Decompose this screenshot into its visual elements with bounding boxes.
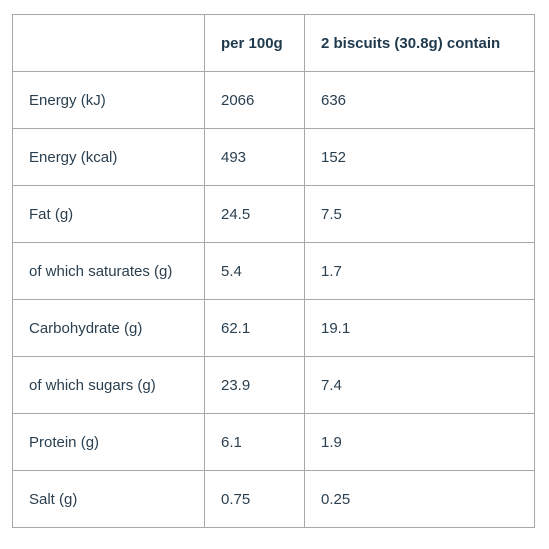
per-serving-value: 19.1 bbox=[304, 299, 535, 357]
per-serving-value: 0.25 bbox=[304, 470, 535, 528]
nutrition-table: per 100g 2 biscuits (30.8g) contain Ener… bbox=[12, 14, 535, 528]
table-row: Energy (kcal) 493 152 bbox=[12, 128, 535, 186]
per-serving-value: 152 bbox=[304, 128, 535, 186]
table-row: Protein (g) 6.1 1.9 bbox=[12, 413, 535, 471]
table-row: Carbohydrate (g) 62.1 19.1 bbox=[12, 299, 535, 357]
nutrient-label: Energy (kcal) bbox=[12, 128, 205, 186]
per-100g-value: 24.5 bbox=[204, 185, 305, 243]
nutrient-label: Energy (kJ) bbox=[12, 71, 205, 129]
per-100g-value: 6.1 bbox=[204, 413, 305, 471]
per-serving-value: 636 bbox=[304, 71, 535, 129]
table-row: Fat (g) 24.5 7.5 bbox=[12, 185, 535, 243]
nutrient-label: Fat (g) bbox=[12, 185, 205, 243]
header-nutrient bbox=[12, 14, 205, 72]
table-header-row: per 100g 2 biscuits (30.8g) contain bbox=[12, 14, 535, 72]
header-per-serving: 2 biscuits (30.8g) contain bbox=[304, 14, 535, 72]
per-serving-value: 1.9 bbox=[304, 413, 535, 471]
nutrient-label: Carbohydrate (g) bbox=[12, 299, 205, 357]
per-serving-value: 7.5 bbox=[304, 185, 535, 243]
nutrient-label: Protein (g) bbox=[12, 413, 205, 471]
per-100g-value: 62.1 bbox=[204, 299, 305, 357]
per-100g-value: 23.9 bbox=[204, 356, 305, 414]
nutrient-label: of which sugars (g) bbox=[12, 356, 205, 414]
per-serving-value: 7.4 bbox=[304, 356, 535, 414]
header-per-100g: per 100g bbox=[204, 14, 305, 72]
per-100g-value: 2066 bbox=[204, 71, 305, 129]
nutrient-label: of which saturates (g) bbox=[12, 242, 205, 300]
per-serving-value: 1.7 bbox=[304, 242, 535, 300]
per-100g-value: 0.75 bbox=[204, 470, 305, 528]
nutrient-label: Salt (g) bbox=[12, 470, 205, 528]
table-row: of which sugars (g) 23.9 7.4 bbox=[12, 356, 535, 414]
per-100g-value: 5.4 bbox=[204, 242, 305, 300]
table-row: Energy (kJ) 2066 636 bbox=[12, 71, 535, 129]
table-row: of which saturates (g) 5.4 1.7 bbox=[12, 242, 535, 300]
table-row: Salt (g) 0.75 0.25 bbox=[12, 470, 535, 528]
per-100g-value: 493 bbox=[204, 128, 305, 186]
